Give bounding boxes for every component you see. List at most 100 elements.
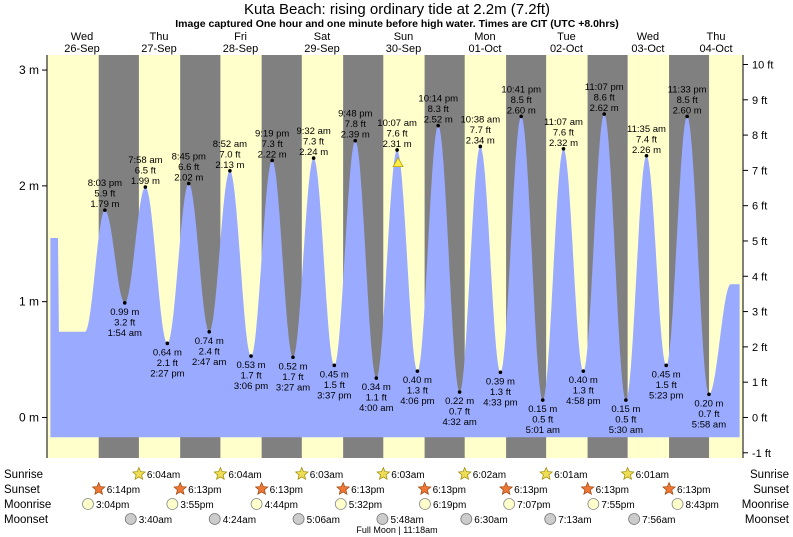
moonrise-time: 7:07pm [517,500,550,511]
tide-time: 2:47 am [192,357,226,368]
tide-point [561,147,566,151]
moonrise-time: 7:55pm [601,500,634,511]
tide-height-ft: 2.1 ft [157,358,178,369]
tide-height-ft: 8.5 ft [677,95,698,106]
moonset-icon [376,513,389,525]
day-name: Wed [637,31,659,43]
sunrise-icon [294,466,309,481]
tide-point [143,185,148,189]
tide-height-m: 1.99 m [131,176,160,187]
moonset-time: 7:56am [642,515,675,526]
tide-height-m: 2.34 m [466,135,495,146]
tide-point [374,376,379,380]
tide-height-ft: 7.7 ft [470,125,491,136]
sunset-time: 6:13pm [514,485,547,496]
moonrise-icon [419,498,431,510]
moonrise-icon [334,498,347,510]
tide-water-area [50,114,740,438]
tide-time: 10:41 pm [501,84,541,95]
moonrise-time: 3:04pm [96,500,129,511]
day-date: 26-Sep [64,43,99,55]
y-tick-label-m: 2 m [19,179,39,193]
y-tick-label-m: 1 m [19,295,39,309]
tide-height-ft: 0.7 ft [449,406,470,417]
y-tick-label-ft: 0 ft [752,412,767,424]
sunset-icon [336,481,351,496]
day-name: Thu [707,31,726,43]
y-tick-label-ft: 2 ft [752,342,767,354]
y-tick-label-ft: 7 ft [752,165,767,177]
tide-height-ft: 7.8 ft [345,119,366,130]
sunrise-icon [457,466,472,481]
tide-height-m: 0.64 m [153,347,182,358]
day-date: 01-Oct [468,43,501,55]
tide-point [540,398,545,402]
tide-height-ft: 1.5 ft [656,380,677,391]
moonrise-row-label-right: Moonrise [742,499,789,511]
tide-point [249,354,253,358]
moonrise-time: 3:55pm [180,500,213,511]
tide-height-m: 0.45 m [652,369,681,380]
tide-point [664,363,669,368]
tide-height-m: 0.15 m [528,404,557,415]
y-tick-label-ft: 4 ft [752,271,767,283]
sunset-time: 6:13pm [188,485,221,496]
sunrise-icon [539,466,554,481]
sunrise-icon [376,466,391,481]
tide-height-ft: 7.4 ft [636,134,657,145]
sunrise-time: 6:04am [147,470,180,481]
tide-height-ft: 7.6 ft [387,128,408,139]
tide-height-ft: 8.5 ft [511,95,532,106]
sunset-row-label-right: Sunset [753,484,790,496]
tide-height-ft: 2.4 ft [199,346,220,357]
moonset-icon [124,513,137,525]
tide-time: 8:45 pm [172,152,206,163]
tide-point [581,369,586,373]
moonset-icon [544,513,557,525]
sunset-time: 6:13pm [351,485,384,496]
tide-height-m: 2.13 m [215,160,244,171]
tide-point [457,390,462,394]
sunrise-time: 6:04am [228,470,261,481]
sunset-icon [173,481,188,496]
sunset-icon [91,481,106,496]
moonrise-time: 8:43pm [686,500,719,511]
moonset-time: 4:24am [223,515,256,526]
tide-point [519,114,524,119]
tide-height-ft: 7.0 ft [219,149,240,160]
tide-height-m: 0.45 m [320,369,349,380]
tide-height-ft: 8.6 ft [594,93,615,104]
tide-point [478,144,483,149]
tide-point [644,153,649,158]
tide-point [291,355,295,360]
tide-time: 8:03 pm [88,178,122,189]
tide-height-m: 2.52 m [424,115,453,126]
tide-area [50,114,740,438]
chart-subtitle: Image captured One hour and one minute b… [175,18,619,30]
tide-point [624,398,628,402]
tide-height-ft: 1.3 ft [490,387,511,398]
sunset-icon [580,481,595,496]
tide-height-m: 2.02 m [174,173,203,184]
tide-point [395,148,399,152]
moonrise-time: 4:44pm [265,500,298,511]
tide-height-m: 0.15 m [611,404,640,415]
sunrise-time: 6:01am [636,470,669,481]
y-tick-label-ft: 1 ft [752,377,767,389]
sunset-time: 6:13pm [270,485,303,496]
day-name: Thu [150,31,169,43]
current-tide-marker [392,156,404,168]
tide-point [436,123,441,128]
moonset-icon [292,513,305,525]
tide-time: 11:33 pm [668,84,707,95]
y-tick-label-ft: 9 ft [752,95,767,107]
y-tick-label-ft: -1 ft [752,448,771,460]
tide-point [311,156,316,160]
day-date: 30-Sep [386,43,421,55]
tide-height-m: 0.53 m [237,360,266,371]
day-name: Tue [557,31,576,43]
tide-height-m: 0.40 m [403,375,432,386]
sunset-row-label-left: Sunset [4,484,41,496]
tide-height-m: 0.20 m [694,398,723,409]
y-tick-label-m: 3 m [19,63,39,77]
